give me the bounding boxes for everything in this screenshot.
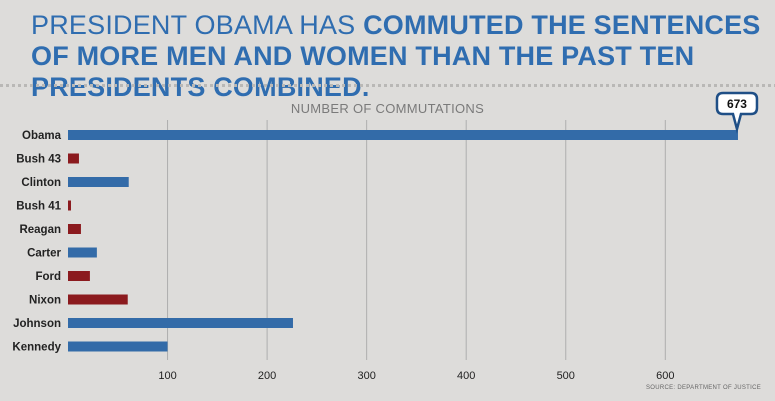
category-label: Nixon	[29, 295, 61, 307]
x-tick-label: 600	[656, 370, 674, 382]
bar-bush-41	[68, 200, 71, 211]
bar-reagan	[68, 224, 81, 234]
bar-nixon	[68, 294, 128, 305]
bar-obama	[68, 130, 738, 140]
source-note: SOURCE: DEPARTMENT OF JUSTICE	[645, 385, 761, 391]
category-label: Ford	[35, 271, 61, 283]
category-label: Carter	[27, 248, 61, 260]
dotted-divider	[0, 84, 775, 87]
category-label: Reagan	[19, 224, 61, 236]
category-label: Johnson	[13, 318, 61, 330]
headline-bold: COMMUTED THE SENTENCES OF MORE MEN AND W…	[31, 10, 761, 102]
headline-light: PRESIDENT OBAMA HAS	[31, 10, 364, 40]
value-callout	[715, 91, 759, 134]
category-label: Kennedy	[12, 342, 61, 354]
category-label: Bush 43	[16, 154, 61, 166]
x-tick-label: 100	[158, 370, 176, 382]
bar-carter	[68, 247, 97, 258]
category-label: Obama	[22, 130, 62, 142]
bar-clinton	[68, 177, 129, 187]
x-tick-label: 400	[457, 370, 475, 382]
category-label: Clinton	[21, 177, 61, 189]
headline: PRESIDENT OBAMA HAS COMMUTED THE SENTENC…	[31, 10, 761, 103]
bar-johnson	[68, 318, 293, 328]
bar-bush-43	[68, 153, 79, 164]
bar-kennedy	[68, 341, 168, 352]
x-tick-label: 300	[357, 370, 375, 382]
x-tick-label: 500	[557, 370, 575, 382]
category-label: Bush 41	[16, 201, 61, 213]
chart-title: NUMBER OF COMMUTATIONS	[290, 101, 485, 116]
x-tick-label: 200	[258, 370, 276, 382]
callout-value-label: 673	[727, 97, 747, 111]
bar-ford	[68, 271, 90, 281]
